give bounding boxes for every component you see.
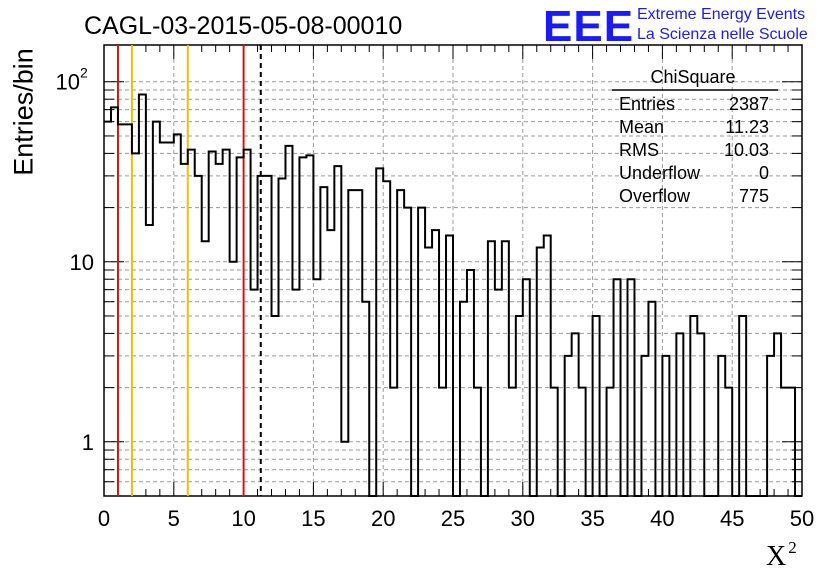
stats-box-title: ChiSquare [650, 67, 735, 87]
x-tick-label: 35 [580, 506, 604, 531]
stats-row-value: 0 [759, 163, 769, 183]
x-tick-label: 25 [441, 506, 465, 531]
histogram-line [104, 93, 802, 497]
stats-row-value: 775 [739, 186, 769, 206]
stats-row-label: Overflow [619, 186, 691, 206]
stats-row-value: 10.03 [724, 140, 769, 160]
x-tick-label: 15 [301, 506, 325, 531]
stats-row-label: Underflow [619, 163, 701, 183]
y-tick-label: 1 [82, 430, 94, 455]
y-tick-label: 10 [70, 250, 94, 275]
x-tick-label: 50 [790, 506, 814, 531]
y-axis-label: Entries/bin [8, 48, 39, 176]
logo-line-1: Extreme Energy Events [637, 6, 806, 23]
stats-row-label: RMS [619, 140, 659, 160]
stats-row-value: 11.23 [725, 117, 769, 137]
x-tick-label: 20 [371, 506, 395, 531]
x-tick-label: 45 [720, 506, 744, 531]
x-tick-label: 10 [231, 506, 255, 531]
y-tick-label: 10 [56, 70, 80, 95]
y-tick-label-exponent: 2 [80, 65, 88, 81]
eee-logo: EEE [543, 2, 635, 51]
x-tick-label: 30 [511, 506, 535, 531]
stats-row-value: 2387 [729, 94, 769, 114]
x-axis-label-sup: 2 [788, 538, 797, 557]
x-axis-label-main: X [766, 541, 787, 572]
stats-row-label: Entries [619, 94, 675, 114]
chart-title: CAGL-03-2015-05-08-00010 [84, 12, 403, 40]
x-tick-label: 40 [650, 506, 674, 531]
logo-line-2: La Scienza nelle Scuole [637, 26, 808, 43]
stats-row-label: Mean [619, 117, 664, 137]
x-tick-label: 5 [168, 506, 180, 531]
x-tick-label: 0 [98, 506, 110, 531]
